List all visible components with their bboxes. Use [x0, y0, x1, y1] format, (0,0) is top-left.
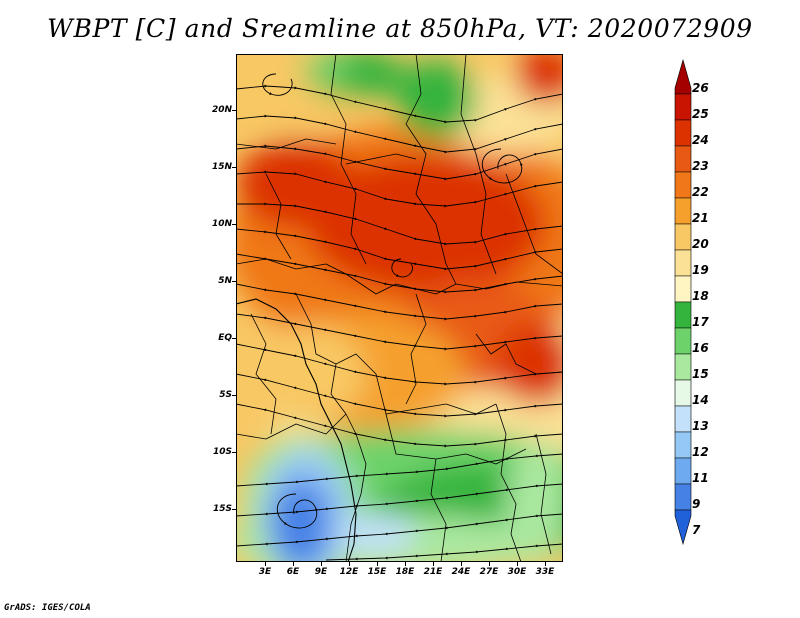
lat-label-5n: 5N [218, 276, 232, 286]
lat-label-20n: 20N [211, 105, 232, 115]
colorbar-segment-25 [674, 93, 692, 121]
lat-tick [232, 110, 236, 111]
colorbar-segment-19 [674, 249, 692, 277]
lon-tick [321, 562, 322, 566]
lat-label-5s: 5S [219, 390, 232, 400]
lat-label-10s: 10S [212, 447, 232, 457]
wbpt-shading [236, 54, 563, 562]
colorbar-label-25: 25 [692, 107, 709, 121]
lon-tick [433, 562, 434, 566]
colorbar-segment-22 [674, 171, 692, 199]
lat-tick [232, 452, 236, 453]
colorbar-graphic [674, 58, 692, 546]
lat-tick [232, 509, 236, 510]
colorbar-label-20: 20 [692, 237, 709, 251]
colorbar-segment-14 [674, 379, 692, 407]
lon-label-24e: 24E [451, 567, 471, 577]
lon-tick [461, 562, 462, 566]
colorbar-label-18: 18 [692, 289, 709, 303]
colorbar-label-22: 22 [692, 185, 709, 199]
lon-tick [489, 562, 490, 566]
lon-label-9e: 9E [314, 567, 328, 577]
colorbar [670, 58, 730, 563]
colorbar-segment-17 [674, 301, 692, 329]
lat-tick [232, 224, 236, 225]
colorbar-segment-21 [674, 197, 692, 225]
lon-tick [405, 562, 406, 566]
lat-label-eq: EQ [218, 333, 232, 343]
colorbar-label-13: 13 [692, 419, 709, 433]
lon-label-33e: 33E [535, 567, 555, 577]
lon-label-15e: 15E [367, 567, 387, 577]
colorbar-label-19: 19 [692, 263, 709, 277]
colorbar-segment-16 [674, 327, 692, 355]
lon-label-30e: 30E [507, 567, 527, 577]
colorbar-label-9: 9 [692, 497, 701, 511]
colorbar-segment-7 [674, 509, 692, 546]
lat-tick [232, 395, 236, 396]
colorbar-label-7: 7 [692, 523, 701, 537]
colorbar-segment-15 [674, 353, 692, 381]
map-border [236, 54, 563, 562]
streamlines [236, 73, 563, 561]
colorbar-label-23: 23 [692, 159, 709, 173]
colorbar-segment-9 [674, 483, 692, 511]
colorbar-segment-23 [674, 145, 692, 173]
colorbar-label-26: 26 [692, 81, 709, 95]
lon-label-12e: 12E [339, 567, 359, 577]
lon-label-27e: 27E [479, 567, 499, 577]
colorbar-segment-20 [674, 223, 692, 251]
colorbar-label-24: 24 [692, 133, 709, 147]
colorbar-segment-26 [674, 58, 692, 95]
lat-label-10n: 10N [211, 219, 232, 229]
lon-label-3e: 3E [258, 567, 272, 577]
colorbar-label-15: 15 [692, 367, 709, 381]
lon-tick [293, 562, 294, 566]
lat-label-15n: 15N [211, 162, 232, 172]
lon-label-6e: 6E [286, 567, 300, 577]
colorbar-label-21: 21 [692, 211, 709, 225]
colorbar-segment-24 [674, 119, 692, 147]
lon-tick [349, 562, 350, 566]
lon-tick [377, 562, 378, 566]
lon-label-21e: 21E [423, 567, 443, 577]
footer-credit: GrADS: IGES/COLA [4, 603, 91, 613]
map-panel [236, 54, 563, 562]
lon-tick [545, 562, 546, 566]
lon-label-18e: 18E [395, 567, 415, 577]
lat-tick [232, 281, 236, 282]
colorbar-label-11: 11 [692, 471, 709, 485]
coastline [236, 298, 357, 562]
map-canvas [236, 54, 563, 562]
colorbar-segment-11 [674, 457, 692, 485]
lat-tick [232, 338, 236, 339]
colorbar-label-17: 17 [692, 315, 709, 329]
colorbar-label-14: 14 [692, 393, 709, 407]
map-title: WBPT [C] and Sreamline at 850hPa, VT: 20… [47, 14, 753, 43]
colorbar-label-12: 12 [692, 445, 709, 459]
colorbar-segment-18 [674, 275, 692, 303]
colorbar-label-16: 16 [692, 341, 709, 355]
lat-tick [232, 167, 236, 168]
lat-label-15s: 15S [212, 504, 232, 514]
colorbar-segment-12 [674, 431, 692, 459]
lon-tick [265, 562, 266, 566]
lon-tick [517, 562, 518, 566]
colorbar-segment-13 [674, 405, 692, 433]
